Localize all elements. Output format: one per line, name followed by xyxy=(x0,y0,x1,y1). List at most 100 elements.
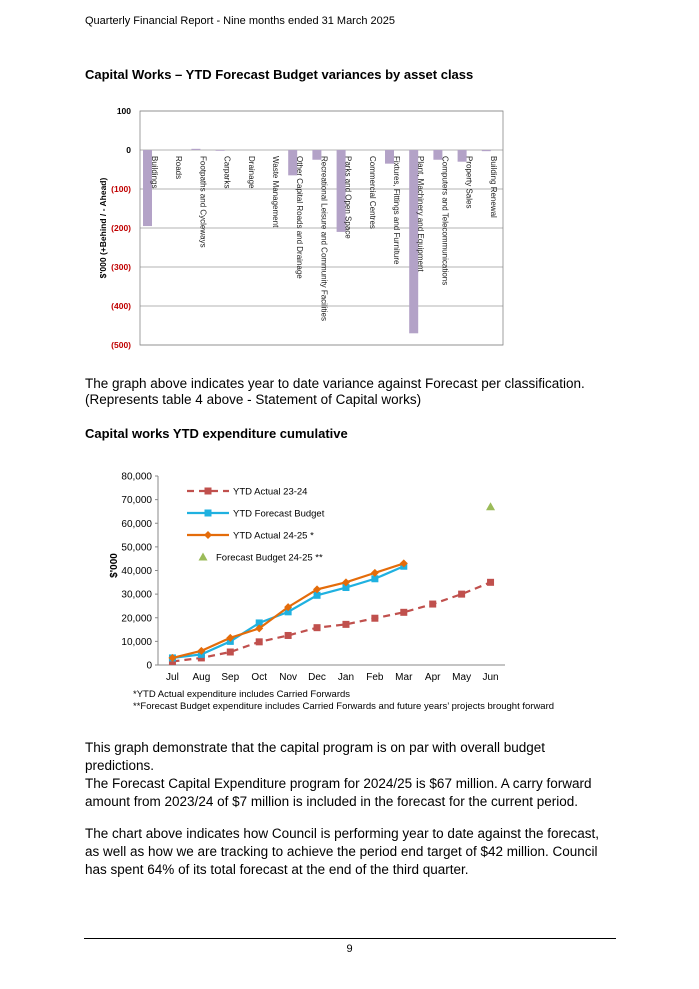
x-tick-label: Oct xyxy=(251,672,267,683)
bar xyxy=(336,150,346,232)
x-tick-label: Commercial Centres xyxy=(368,156,377,229)
x-tick-label: Jan xyxy=(338,672,354,683)
y-tick-label: 80,000 xyxy=(121,472,152,483)
bar xyxy=(457,150,467,162)
marker xyxy=(429,600,437,608)
y-axis-title: $'000 (+Behind / - Ahead) xyxy=(98,178,108,279)
legend-marker xyxy=(204,531,212,539)
legend-label: YTD Forecast Budget xyxy=(233,509,325,520)
x-tick-label: Recreational Leisure and Community Facil… xyxy=(319,156,328,321)
bar xyxy=(433,150,443,160)
legend-label: YTD Actual 24-25 * xyxy=(233,531,314,542)
y-tick-label: (100) xyxy=(111,184,131,194)
legend-marker xyxy=(198,552,208,561)
chart-note: *YTD Actual expenditure includes Carried… xyxy=(133,689,351,700)
legend-label: YTD Actual 23-24 xyxy=(233,487,307,498)
marker xyxy=(486,502,496,511)
y-tick-label: 70,000 xyxy=(121,495,152,506)
y-tick-label: 100 xyxy=(117,106,131,116)
x-tick-label: Building Renewal xyxy=(489,156,498,218)
marker xyxy=(168,653,177,662)
x-tick-label: Jul xyxy=(166,672,179,683)
marker xyxy=(226,633,235,642)
y-tick-label: 60,000 xyxy=(121,519,152,530)
marker xyxy=(458,590,466,598)
marker xyxy=(371,575,379,583)
heading: Capital works YTD expenditure cumulative xyxy=(85,426,348,441)
bar xyxy=(288,150,298,176)
y-tick-label: 20,000 xyxy=(121,613,152,624)
marker xyxy=(226,648,234,656)
x-tick-label: Feb xyxy=(366,672,384,683)
y-tick-label: 10,000 xyxy=(121,637,152,648)
y-tick-label: (300) xyxy=(111,262,131,272)
marker xyxy=(255,624,264,633)
x-tick-label: Buildings xyxy=(150,156,159,188)
y-tick-label: (200) xyxy=(111,223,131,233)
marker xyxy=(284,631,292,639)
y-tick-label: (500) xyxy=(111,340,131,350)
x-tick-label: Carparks xyxy=(223,156,232,188)
x-tick-label: Aug xyxy=(192,672,210,683)
x-tick-label: Computers and Telecommunications xyxy=(440,156,449,285)
marker xyxy=(371,614,379,622)
y-tick-label: 50,000 xyxy=(121,542,152,553)
marker xyxy=(313,624,321,632)
x-tick-label: Plant, Machinery and Equipment xyxy=(416,156,425,272)
bar xyxy=(312,150,322,160)
y-tick-label: 0 xyxy=(126,145,131,155)
x-tick-label: Jun xyxy=(482,672,498,683)
x-tick-label: Other Capital Roads and Drainage xyxy=(295,156,304,279)
x-tick-label: Roads xyxy=(174,156,183,179)
marker xyxy=(284,603,293,612)
x-tick-label: Footpaths and Cycleways xyxy=(198,156,207,248)
bar xyxy=(481,150,491,152)
y-tick-label: 30,000 xyxy=(121,590,152,601)
marker xyxy=(313,585,322,594)
legend-label: Forecast Budget 24-25 ** xyxy=(216,553,323,564)
marker xyxy=(342,620,350,628)
bar xyxy=(143,150,152,227)
x-tick-label: Parks and Open Space xyxy=(344,156,353,239)
x-tick-label: Waste Management xyxy=(271,156,280,228)
x-tick-label: Dec xyxy=(308,672,326,683)
cumulative-chart: 0 10,000 20,000 30,000 40,000 50,000 60,000 70,… xyxy=(109,472,505,683)
marker xyxy=(341,578,350,587)
paragraph: This graph demonstrate that the capital … xyxy=(85,740,546,773)
bar xyxy=(385,150,394,164)
paragraph: The chart above indicates how Council is… xyxy=(85,826,600,877)
x-tick-label: Sep xyxy=(221,672,239,683)
variance-chart: (500) (400) (300) (200) (100) 0 100 $'000 (+Beh… xyxy=(98,106,504,350)
page-number: 9 xyxy=(346,943,353,955)
y-tick-label: (400) xyxy=(111,301,131,311)
marker xyxy=(342,584,350,592)
x-tick-label: Property Sales xyxy=(465,156,474,208)
marker xyxy=(284,608,292,616)
plot-border xyxy=(139,110,504,346)
legend-marker xyxy=(204,487,212,495)
bar xyxy=(409,150,419,334)
marker xyxy=(400,608,408,616)
marker xyxy=(370,568,379,577)
heading: Capital Works – YTD Forecast Budget vari… xyxy=(85,67,474,82)
series-line xyxy=(172,581,491,663)
page-header: Quarterly Financial Report - Nine months… xyxy=(85,15,395,27)
marker xyxy=(487,578,495,586)
footer-rule xyxy=(84,938,616,939)
marker xyxy=(255,619,263,627)
x-tick-label: Drainage xyxy=(247,156,256,189)
x-tick-label: May xyxy=(452,672,471,683)
x-tick-label: Nov xyxy=(279,672,297,683)
marker xyxy=(197,654,205,662)
paragraph: The graph above indicates year to date v… xyxy=(85,376,585,391)
legend-marker xyxy=(204,509,212,517)
y-tick-label: 40,000 xyxy=(121,566,152,577)
x-tick-label: Apr xyxy=(425,672,441,683)
paragraph: The Forecast Capital Expenditure program… xyxy=(85,776,592,809)
marker xyxy=(399,559,408,568)
y-tick-label: 0 xyxy=(146,661,152,672)
x-tick-label: Mar xyxy=(395,672,413,683)
marker xyxy=(313,591,321,599)
paragraph: (Represents table 4 above - Statement of… xyxy=(85,392,422,407)
y-axis-title: $'000 xyxy=(109,553,120,578)
